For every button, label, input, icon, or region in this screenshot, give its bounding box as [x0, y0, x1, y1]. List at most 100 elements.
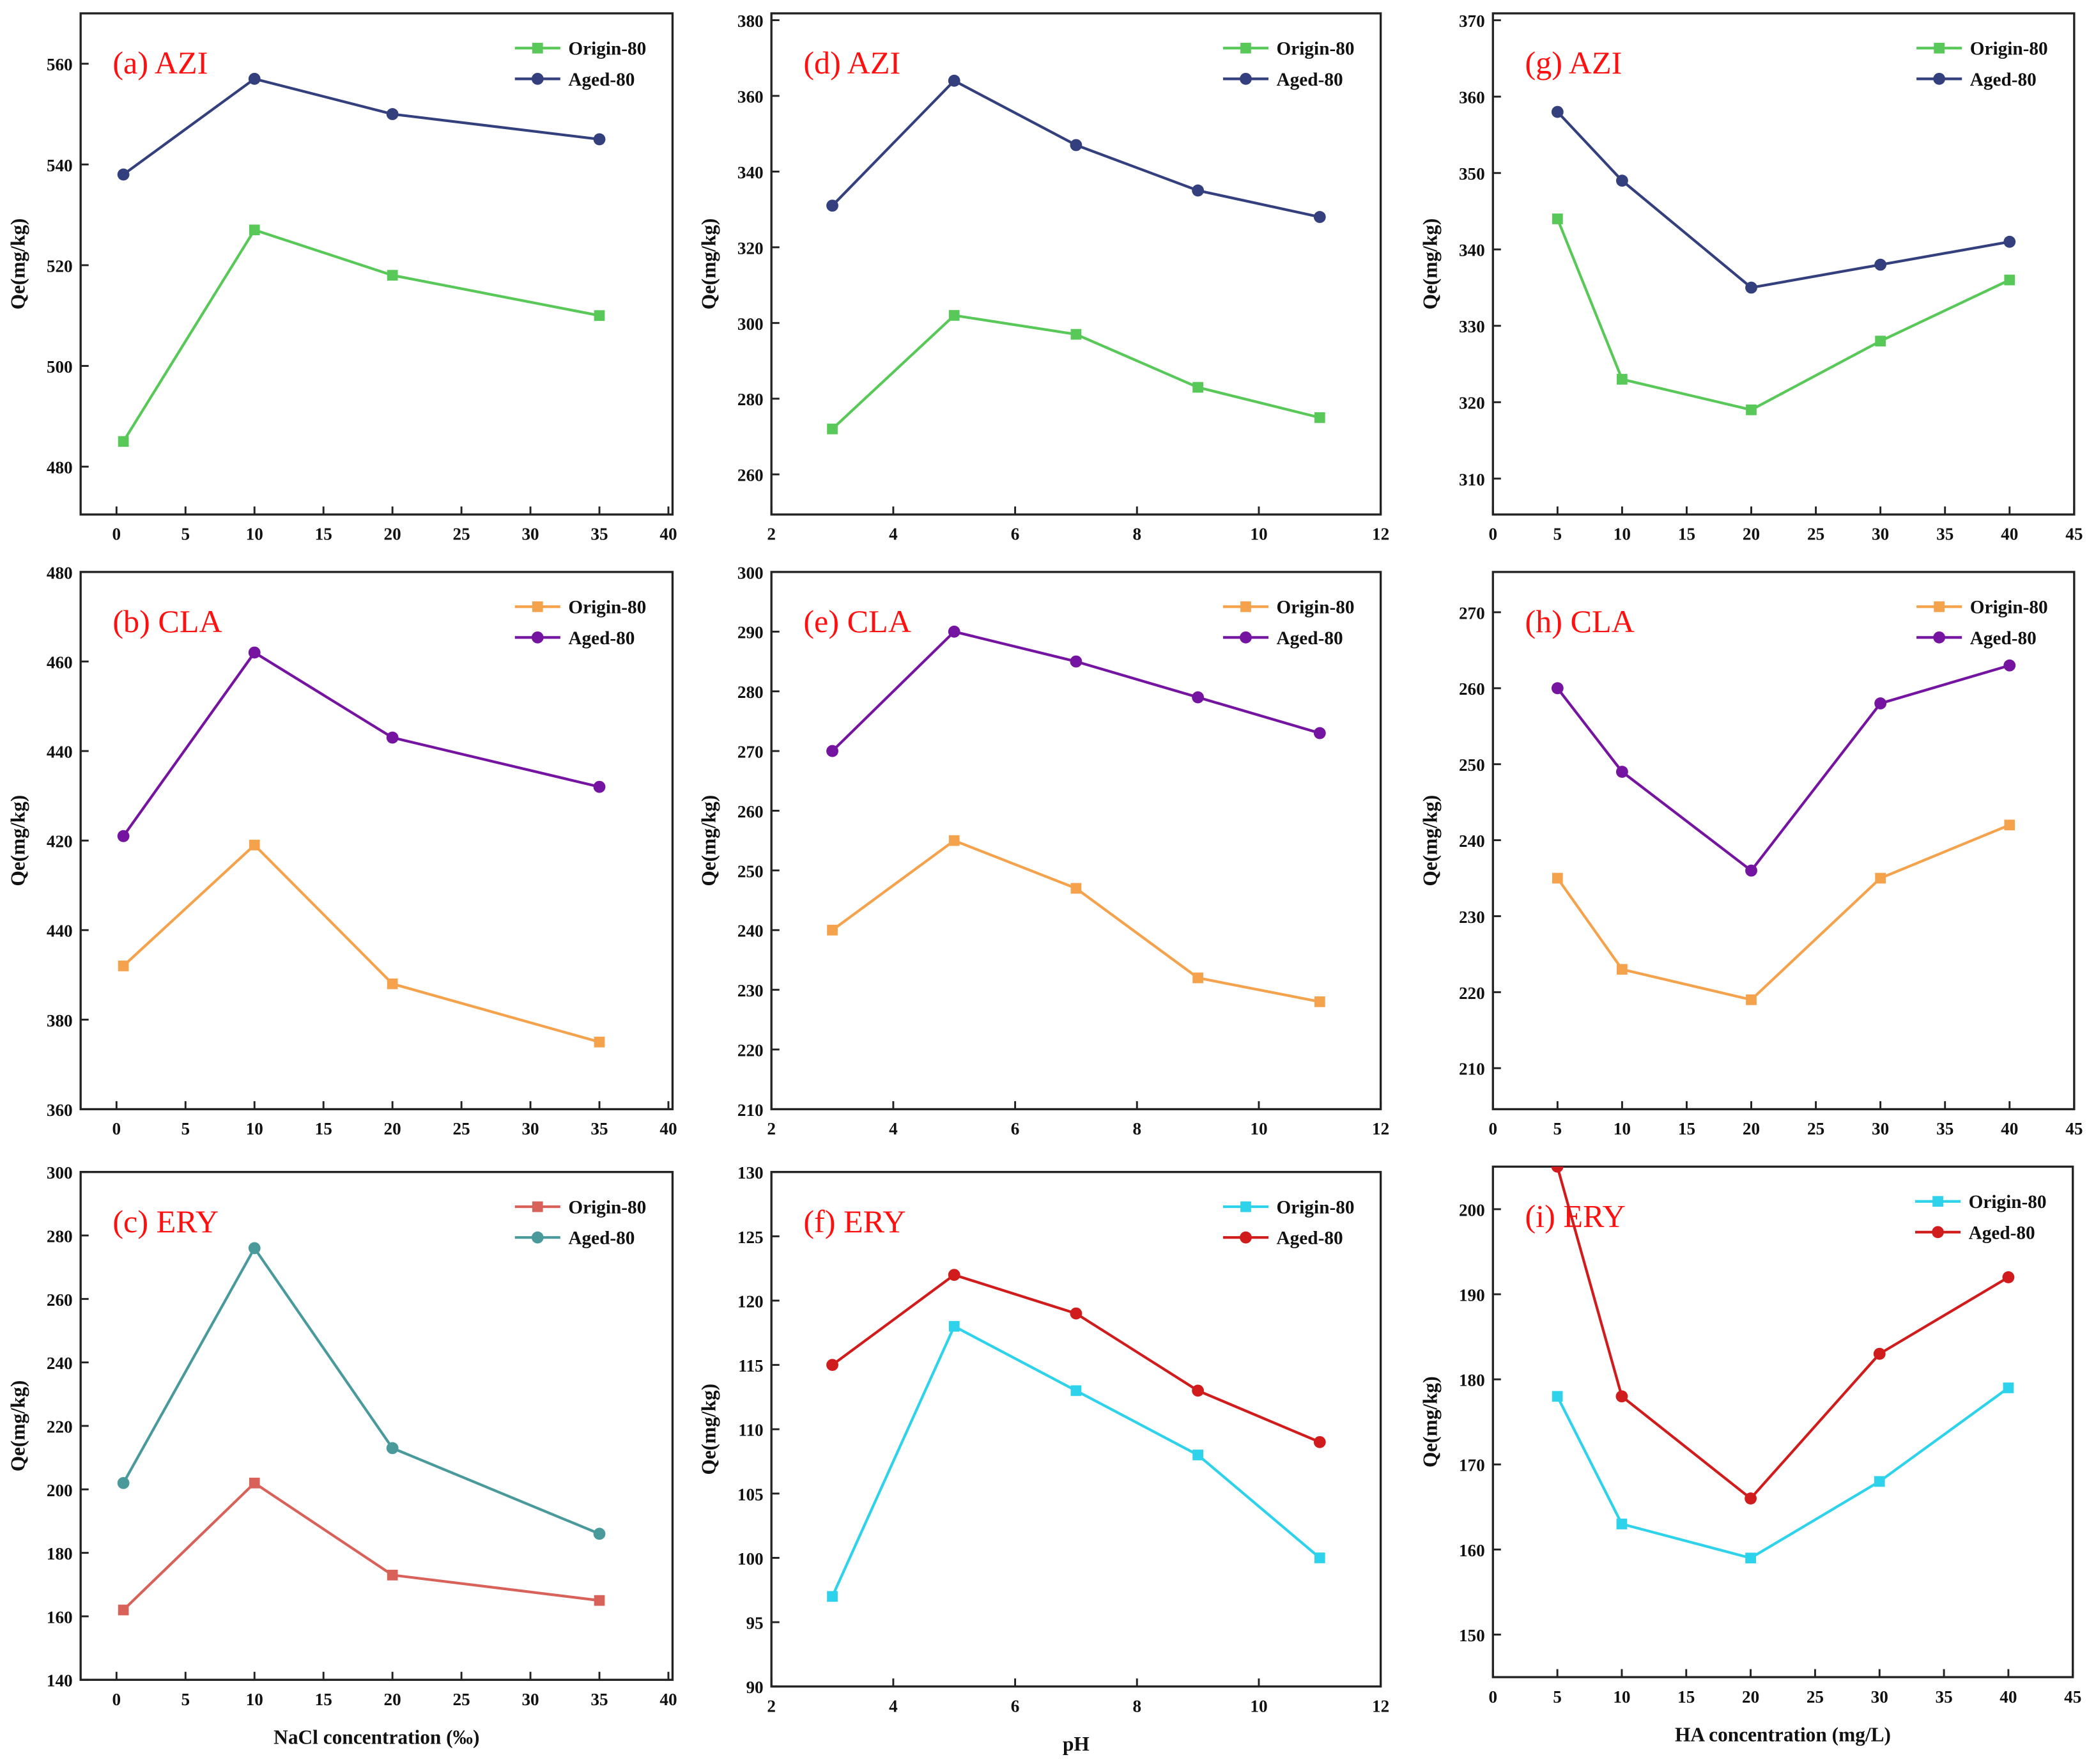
legend-marker	[1932, 1226, 1944, 1239]
data-point	[948, 310, 960, 321]
data-point	[1615, 766, 1628, 778]
data-point	[594, 1595, 605, 1606]
x-tick-label: 25	[453, 525, 470, 544]
data-point	[118, 960, 129, 971]
series-line-origin-80	[122, 843, 600, 1044]
x-tick-label: 15	[315, 1119, 332, 1138]
data-point	[1551, 682, 1564, 695]
panel-title: (b) CLA	[112, 603, 222, 639]
data-point	[2003, 1382, 2014, 1393]
x-tick-label: 10	[1250, 1696, 1267, 1715]
plot-frame	[770, 12, 1382, 516]
data-point	[1192, 184, 1205, 197]
data-point	[1552, 213, 1563, 224]
data-point	[1551, 105, 1564, 118]
series-line-origin-80	[122, 1481, 600, 1611]
x-tick-label: 35	[590, 1690, 608, 1709]
y-tick-label: 270	[737, 743, 764, 762]
data-point	[118, 1604, 129, 1616]
x-tick-label: 20	[384, 525, 401, 544]
panel-f: 2 4 6 8 10 12 90 95 100 105 110 115 120 125 130 Qe(mg/k…	[697, 1163, 1389, 1755]
legend-label: Origin-80	[1970, 598, 2048, 618]
data-point	[386, 108, 399, 120]
y-tick-label: 360	[737, 87, 764, 106]
x-tick-label: 45	[2065, 1119, 2083, 1138]
data-point	[1070, 329, 1082, 340]
y-tick-label: 350	[1459, 164, 1485, 183]
data-point	[1070, 1307, 1083, 1320]
y-tick-label: 520	[47, 256, 73, 275]
plot-area	[826, 625, 1326, 1007]
x-tick-label: 25	[453, 1690, 470, 1709]
x-tick-label: 6	[1011, 525, 1020, 544]
x-tick-label: 8	[1132, 1696, 1141, 1715]
x-tick-label: 4	[889, 1119, 898, 1138]
data-point	[2003, 235, 2016, 248]
data-point	[827, 1591, 838, 1602]
y-tick-label: 230	[1459, 908, 1485, 927]
data-point	[1746, 994, 1757, 1005]
x-tick-label: 35	[1936, 1119, 1953, 1138]
y-tick-label: 260	[1459, 679, 1485, 699]
legend-label: Origin-80	[568, 39, 646, 59]
y-tick-label: 150	[1459, 1626, 1485, 1645]
panel-title: (c) ERY	[112, 1203, 219, 1239]
x-tick-label: 0	[1488, 525, 1497, 544]
y-tick-label: 260	[737, 802, 764, 821]
legend-marker	[1240, 1201, 1251, 1212]
data-point	[1192, 1450, 1203, 1460]
y-tick-label: 320	[737, 238, 764, 258]
x-tick-label: 20	[384, 1690, 401, 1709]
y-tick-label: 240	[1459, 832, 1485, 851]
x-tick-label: 0	[112, 525, 121, 544]
panel-b: 0 5 10 15 20 25 30 35 40 360 380 440 420 440 460 480 Qe(…	[6, 563, 677, 1138]
data-point	[117, 830, 130, 842]
legend-label: Origin-80	[1277, 598, 1355, 618]
data-point	[1314, 1552, 1325, 1563]
x-tick-label: 15	[1677, 1687, 1695, 1706]
x-tick-label: 25	[453, 1119, 470, 1138]
x-tick-label: 2	[767, 525, 776, 544]
legend-marker	[1933, 631, 1946, 644]
x-tick-label: 40	[659, 1119, 677, 1138]
x-tick-label: 5	[181, 525, 190, 544]
data-point	[1070, 883, 1082, 894]
y-tick-label: 105	[737, 1485, 764, 1504]
x-tick-label: 35	[590, 525, 608, 544]
y-tick-label: 360	[47, 1101, 73, 1120]
y-tick-label: 170	[1459, 1456, 1485, 1475]
data-point	[948, 1320, 960, 1332]
y-tick-label: 200	[47, 1481, 73, 1500]
legend-label: Aged-80	[1277, 628, 1343, 649]
legend-marker	[1932, 1196, 1943, 1207]
x-tick-label: 10	[1250, 1119, 1267, 1138]
y-tick-label: 160	[47, 1607, 73, 1627]
data-point	[1192, 691, 1205, 704]
data-point	[948, 835, 960, 846]
data-point	[948, 1269, 960, 1281]
legend-marker	[1240, 72, 1252, 85]
y-tick-label: 115	[738, 1356, 763, 1375]
legend-label: Aged-80	[1277, 70, 1343, 90]
x-axis-label: pH	[1063, 1733, 1090, 1755]
y-axis-label: Qe(mg/kg)	[1419, 1376, 1441, 1467]
x-tick-label: 10	[1614, 525, 1631, 544]
panel-c: 0 5 10 15 20 25 30 35 40 140 160 180 200 220 240 260 280…	[6, 1163, 677, 1748]
x-tick-label: 4	[889, 1696, 898, 1715]
y-axis-label: Qe(mg/kg)	[1419, 219, 1441, 310]
series-line-aged-80	[122, 651, 600, 837]
y-tick-label: 330	[1459, 317, 1485, 336]
plot-frame	[1491, 571, 2076, 1111]
y-tick-label: 260	[47, 1290, 73, 1310]
y-tick-label: 480	[47, 563, 73, 582]
legend-label: Origin-80	[568, 1198, 646, 1218]
data-point	[387, 1570, 398, 1581]
x-tick-label: 5	[181, 1690, 190, 1709]
data-point	[827, 924, 838, 936]
x-tick-label: 40	[659, 525, 677, 544]
x-tick-label: 25	[1807, 1119, 1824, 1138]
plot-frame	[770, 1171, 1382, 1688]
y-tick-label: 460	[47, 653, 73, 672]
y-axis-label: Qe(mg/kg)	[697, 1384, 720, 1475]
panel-title: (a) AZI	[112, 45, 208, 81]
